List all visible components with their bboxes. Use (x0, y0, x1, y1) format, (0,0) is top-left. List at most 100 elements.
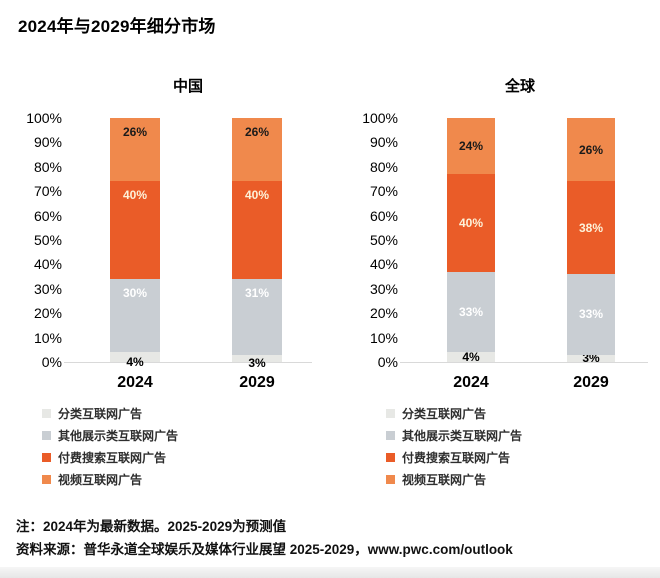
chart-china: 中国 100% 90% 80% 70% 60% 50% 40% 30% 20% 10% 0% 4% 3… (8, 76, 312, 490)
legend-label: 视频互联网广告 (402, 472, 487, 487)
y-axis-tick-label: 30% (33, 280, 62, 297)
y-axis-tick-label: 0% (41, 354, 62, 370)
y-axis-tick-label: 60% (33, 207, 62, 224)
bar-value-label: 24% (458, 139, 484, 154)
legend-swatch-icon (386, 474, 395, 484)
plot-area: 4% 33% 40% 24% 2024 3% 33% 38% 26% 2029 (400, 118, 648, 391)
x-axis-category-label: 2024 (117, 374, 153, 391)
y-axis-tick-label: 80% (33, 158, 62, 175)
bar-value-label: 40% (122, 188, 148, 203)
legend-item: 分类互联网广告 (386, 402, 648, 424)
bar-segment: 38% (567, 181, 615, 275)
y-axis-tick-label: 50% (369, 232, 398, 248)
y-axis-tick-label: 10% (33, 329, 62, 346)
bar-segment: 4% (447, 350, 495, 364)
bar-value-label: 3% (248, 356, 266, 371)
bar-value-label: 26% (122, 125, 148, 140)
bar-segment: 26% (110, 118, 160, 182)
bar-segment: 24% (447, 118, 495, 175)
bar-segment: 40% (447, 174, 495, 272)
legend-label: 付费搜索互联网广告 (58, 450, 167, 465)
bar-segment: 26% (232, 118, 282, 182)
y-axis-tick-label: 100% (362, 110, 398, 126)
y-axis: 100% 90% 80% 70% 60% 50% 40% 30% 20% 10% 0% (8, 110, 72, 370)
legend-item: 视频互联网广告 (386, 468, 648, 490)
y-axis-tick-label: 80% (369, 158, 398, 175)
legend-label: 付费搜索互联网广告 (402, 450, 511, 465)
x-axis-line (64, 362, 312, 363)
x-axis-category-label: 2024 (453, 374, 489, 391)
x-axis-category-label: 2029 (573, 374, 609, 391)
footnote: 注：2024年为最新数据。2025-2029为预测值 (16, 519, 287, 534)
chart-body: 100% 90% 80% 70% 60% 50% 40% 30% 20% 10% 0% 4% 33% 4… (344, 110, 648, 391)
legend-item: 其他展示类互联网广告 (386, 424, 648, 446)
legend-swatch-icon (386, 430, 395, 440)
legend-swatch-icon (42, 474, 51, 484)
y-axis-tick-label: 0% (377, 354, 398, 370)
y-axis-tick-label: 50% (33, 232, 62, 248)
bar-segment: 33% (567, 274, 615, 355)
y-axis-tick-label: 100% (26, 110, 62, 126)
plot-area: 4% 30% 40% 26% 2024 3% 31% 40% 26% 2029 (64, 118, 312, 391)
y-axis-tick-label: 40% (369, 256, 398, 273)
bar-segment: 40% (110, 181, 160, 280)
y-axis-tick-label: 90% (369, 134, 398, 151)
chart-title-china: 中国 (172, 78, 203, 95)
bar-value-label: 26% (578, 142, 604, 157)
y-axis-tick-label: 20% (369, 305, 398, 322)
bar-value-label: 40% (458, 215, 484, 230)
bar-segment: 40% (232, 181, 282, 280)
bar-value-label: 30% (122, 286, 148, 301)
chart-global: 全球 100% 90% 80% 70% 60% 50% 40% 30% 20% 10% 0% 4% 3… (344, 76, 648, 490)
y-axis-tick-label: 30% (369, 280, 398, 297)
legend-item: 付费搜索互联网广告 (386, 446, 648, 468)
chart-body: 100% 90% 80% 70% 60% 50% 40% 30% 20% 10% 0% 4% 30% 4… (8, 110, 312, 391)
y-axis-tick-label: 20% (33, 305, 62, 322)
bar-value-label: 31% (244, 286, 270, 301)
bar-value-label: 33% (458, 304, 484, 319)
bar-value-label: 33% (578, 307, 604, 322)
y-axis: 100% 90% 80% 70% 60% 50% 40% 30% 20% 10% 0% (344, 110, 408, 370)
legend-label: 分类互联网广告 (402, 406, 487, 421)
chart-title-global: 全球 (504, 78, 535, 95)
legend-label: 视频互联网广告 (58, 472, 143, 487)
y-axis-tick-label: 40% (33, 256, 62, 273)
legend-item: 付费搜索互联网广告 (42, 446, 312, 468)
y-axis-tick-label: 90% (33, 134, 62, 151)
bar-segment: 3% (232, 354, 282, 370)
bar-segment: 26% (567, 118, 615, 182)
bar-value-label: 3% (582, 351, 600, 366)
legend-swatch-icon (386, 452, 395, 462)
y-axis-tick-label: 70% (369, 183, 398, 200)
legend-item: 其他展示类互联网广告 (42, 424, 312, 446)
bar-value-label: 26% (244, 125, 270, 140)
y-axis-tick-label: 60% (369, 207, 398, 224)
legend-label: 分类互联网广告 (58, 406, 143, 421)
source-line: 资料来源：普华永道全球娱乐及媒体行业展望 2025-2029，www.pwc.c… (16, 542, 513, 557)
bar-value-label: 38% (578, 220, 604, 235)
bar-segment: 33% (447, 271, 495, 353)
page-title: 2024年与2029年细分市场 (18, 17, 216, 36)
legend-china: 分类互联网广告其他展示类互联网广告 付费搜索互联网广告 视频互联网广告 (42, 402, 312, 490)
bar-value-label: 4% (126, 355, 144, 370)
bar-segment: 4% (110, 352, 160, 369)
bar-segment: 31% (232, 279, 282, 355)
legend-label: 其他展示类互联网广告 (402, 428, 523, 443)
legend-item: 视频互联网广告 (42, 468, 312, 490)
bar-segment: 3% (567, 351, 615, 365)
legend-global: 分类互联网广告其他展示类互联网广告 付费搜索互联网广告 视频互联网广告 (386, 402, 648, 490)
bar-value-label: 40% (244, 188, 270, 203)
bar-segment: 30% (110, 279, 160, 353)
legend-swatch-icon (42, 430, 51, 440)
legend-swatch-icon (386, 408, 395, 418)
x-axis-category-label: 2029 (239, 374, 275, 391)
y-axis-tick-label: 70% (33, 183, 62, 200)
x-axis-line (400, 362, 648, 363)
page-bottom-edge (0, 567, 660, 578)
y-axis-tick-label: 10% (369, 329, 398, 346)
legend-swatch-icon (42, 452, 51, 462)
legend-label: 其他展示类互联网广告 (58, 428, 179, 443)
legend-item: 分类互联网广告 (42, 402, 312, 424)
bar-value-label: 4% (462, 350, 480, 365)
